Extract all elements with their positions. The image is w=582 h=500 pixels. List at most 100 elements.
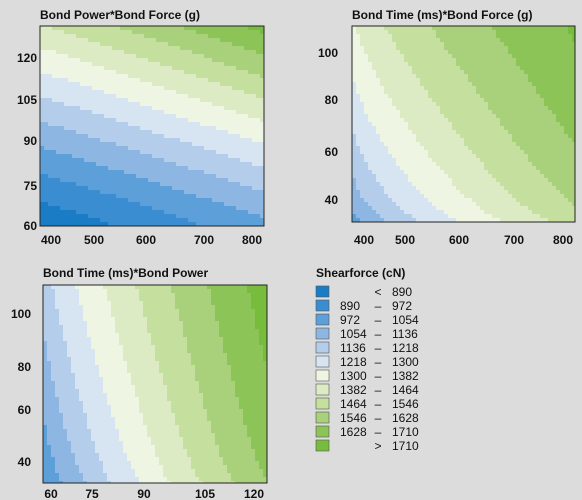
contour-cell	[472, 82, 477, 87]
contour-cell	[204, 90, 209, 95]
contour-cell	[232, 194, 237, 199]
contour-cell	[132, 106, 137, 111]
contour-cell	[468, 178, 473, 183]
contour-cell	[376, 102, 381, 107]
contour-cell	[536, 138, 541, 143]
contour-cell	[516, 70, 521, 75]
contour-cell	[212, 170, 217, 175]
contour-cell	[184, 174, 189, 179]
contour-cell	[128, 66, 133, 71]
contour-cell	[112, 218, 117, 223]
contour-cell	[156, 186, 161, 191]
contour-cell	[156, 190, 161, 195]
contour-cell	[548, 58, 553, 63]
contour-cell	[524, 42, 529, 47]
contour-cell	[152, 58, 157, 63]
contour-cell	[176, 114, 181, 119]
contour-cell	[392, 102, 397, 107]
contour-cell	[260, 206, 264, 211]
contour-cell	[412, 54, 417, 59]
contour-area	[352, 26, 575, 222]
contour-cell	[420, 134, 425, 139]
contour-cell	[168, 50, 173, 55]
contour-cell	[484, 38, 489, 43]
contour-cell	[436, 166, 441, 171]
contour-cell	[44, 174, 49, 179]
contour-cell	[548, 178, 553, 183]
contour-cell	[368, 178, 373, 183]
contour-cell	[368, 138, 373, 143]
contour-cell	[128, 86, 133, 91]
contour-cell	[476, 134, 481, 139]
contour-cell	[144, 38, 149, 43]
contour-cell	[176, 170, 181, 175]
contour-cell	[540, 46, 545, 51]
contour-cell	[372, 166, 377, 171]
contour-cell	[164, 162, 169, 167]
contour-cell	[96, 26, 101, 31]
contour-cell	[112, 162, 117, 167]
contour-cell	[512, 42, 517, 47]
contour-cell	[144, 114, 149, 119]
contour-cell	[128, 210, 133, 215]
contour-cell	[156, 174, 161, 179]
contour-cell	[60, 54, 65, 59]
contour-cell	[408, 66, 413, 71]
contour-cell	[104, 210, 109, 215]
contour-cell	[424, 78, 429, 83]
contour-cell	[404, 170, 409, 175]
contour-cell	[148, 122, 153, 127]
contour-cell	[212, 130, 217, 135]
contour-cell	[112, 190, 117, 195]
contour-cell	[152, 146, 157, 151]
contour-cell	[244, 114, 249, 119]
contour-cell	[72, 178, 77, 183]
contour-cell	[252, 190, 257, 195]
contour-cell	[368, 106, 373, 111]
contour-cell	[164, 106, 169, 111]
contour-cell	[480, 150, 485, 155]
contour-cell	[372, 46, 377, 51]
contour-cell	[496, 70, 501, 75]
contour-cell	[128, 102, 133, 107]
contour-cell	[492, 70, 497, 75]
contour-cell	[148, 106, 153, 111]
contour-cell	[368, 46, 373, 51]
contour-cell	[56, 94, 61, 99]
contour-cell	[116, 138, 121, 143]
contour-cell	[248, 102, 253, 107]
contour-cell	[72, 138, 77, 143]
contour-cell	[188, 198, 193, 203]
contour-cell	[176, 218, 181, 223]
contour-cell	[96, 126, 101, 131]
contour-cell	[96, 170, 101, 175]
contour-cell	[236, 118, 241, 123]
contour-cell	[536, 162, 541, 167]
contour-cell	[396, 150, 401, 155]
contour-cell	[144, 186, 149, 191]
contour-cell	[128, 122, 133, 127]
contour-cell	[492, 150, 497, 155]
contour-cell	[60, 158, 65, 163]
contour-cell	[112, 86, 117, 91]
contour-cell	[440, 158, 445, 163]
contour-cell	[124, 82, 129, 87]
contour-cell	[252, 142, 257, 147]
contour-cell	[544, 154, 549, 159]
contour-cell	[104, 122, 109, 127]
contour-cell	[560, 82, 565, 87]
contour-cell	[224, 102, 229, 107]
contour-cell	[220, 106, 225, 111]
contour-cell	[480, 154, 485, 159]
contour-cell	[256, 102, 261, 107]
contour-cell	[480, 170, 485, 175]
contour-cell	[180, 138, 185, 143]
contour-cell	[112, 194, 117, 199]
contour-cell	[220, 218, 225, 223]
contour-cell	[168, 74, 173, 79]
contour-cell	[232, 118, 237, 123]
contour-cell	[140, 174, 145, 179]
contour-cell	[156, 66, 161, 71]
contour-cell	[164, 214, 169, 219]
contour-cell	[428, 62, 433, 67]
